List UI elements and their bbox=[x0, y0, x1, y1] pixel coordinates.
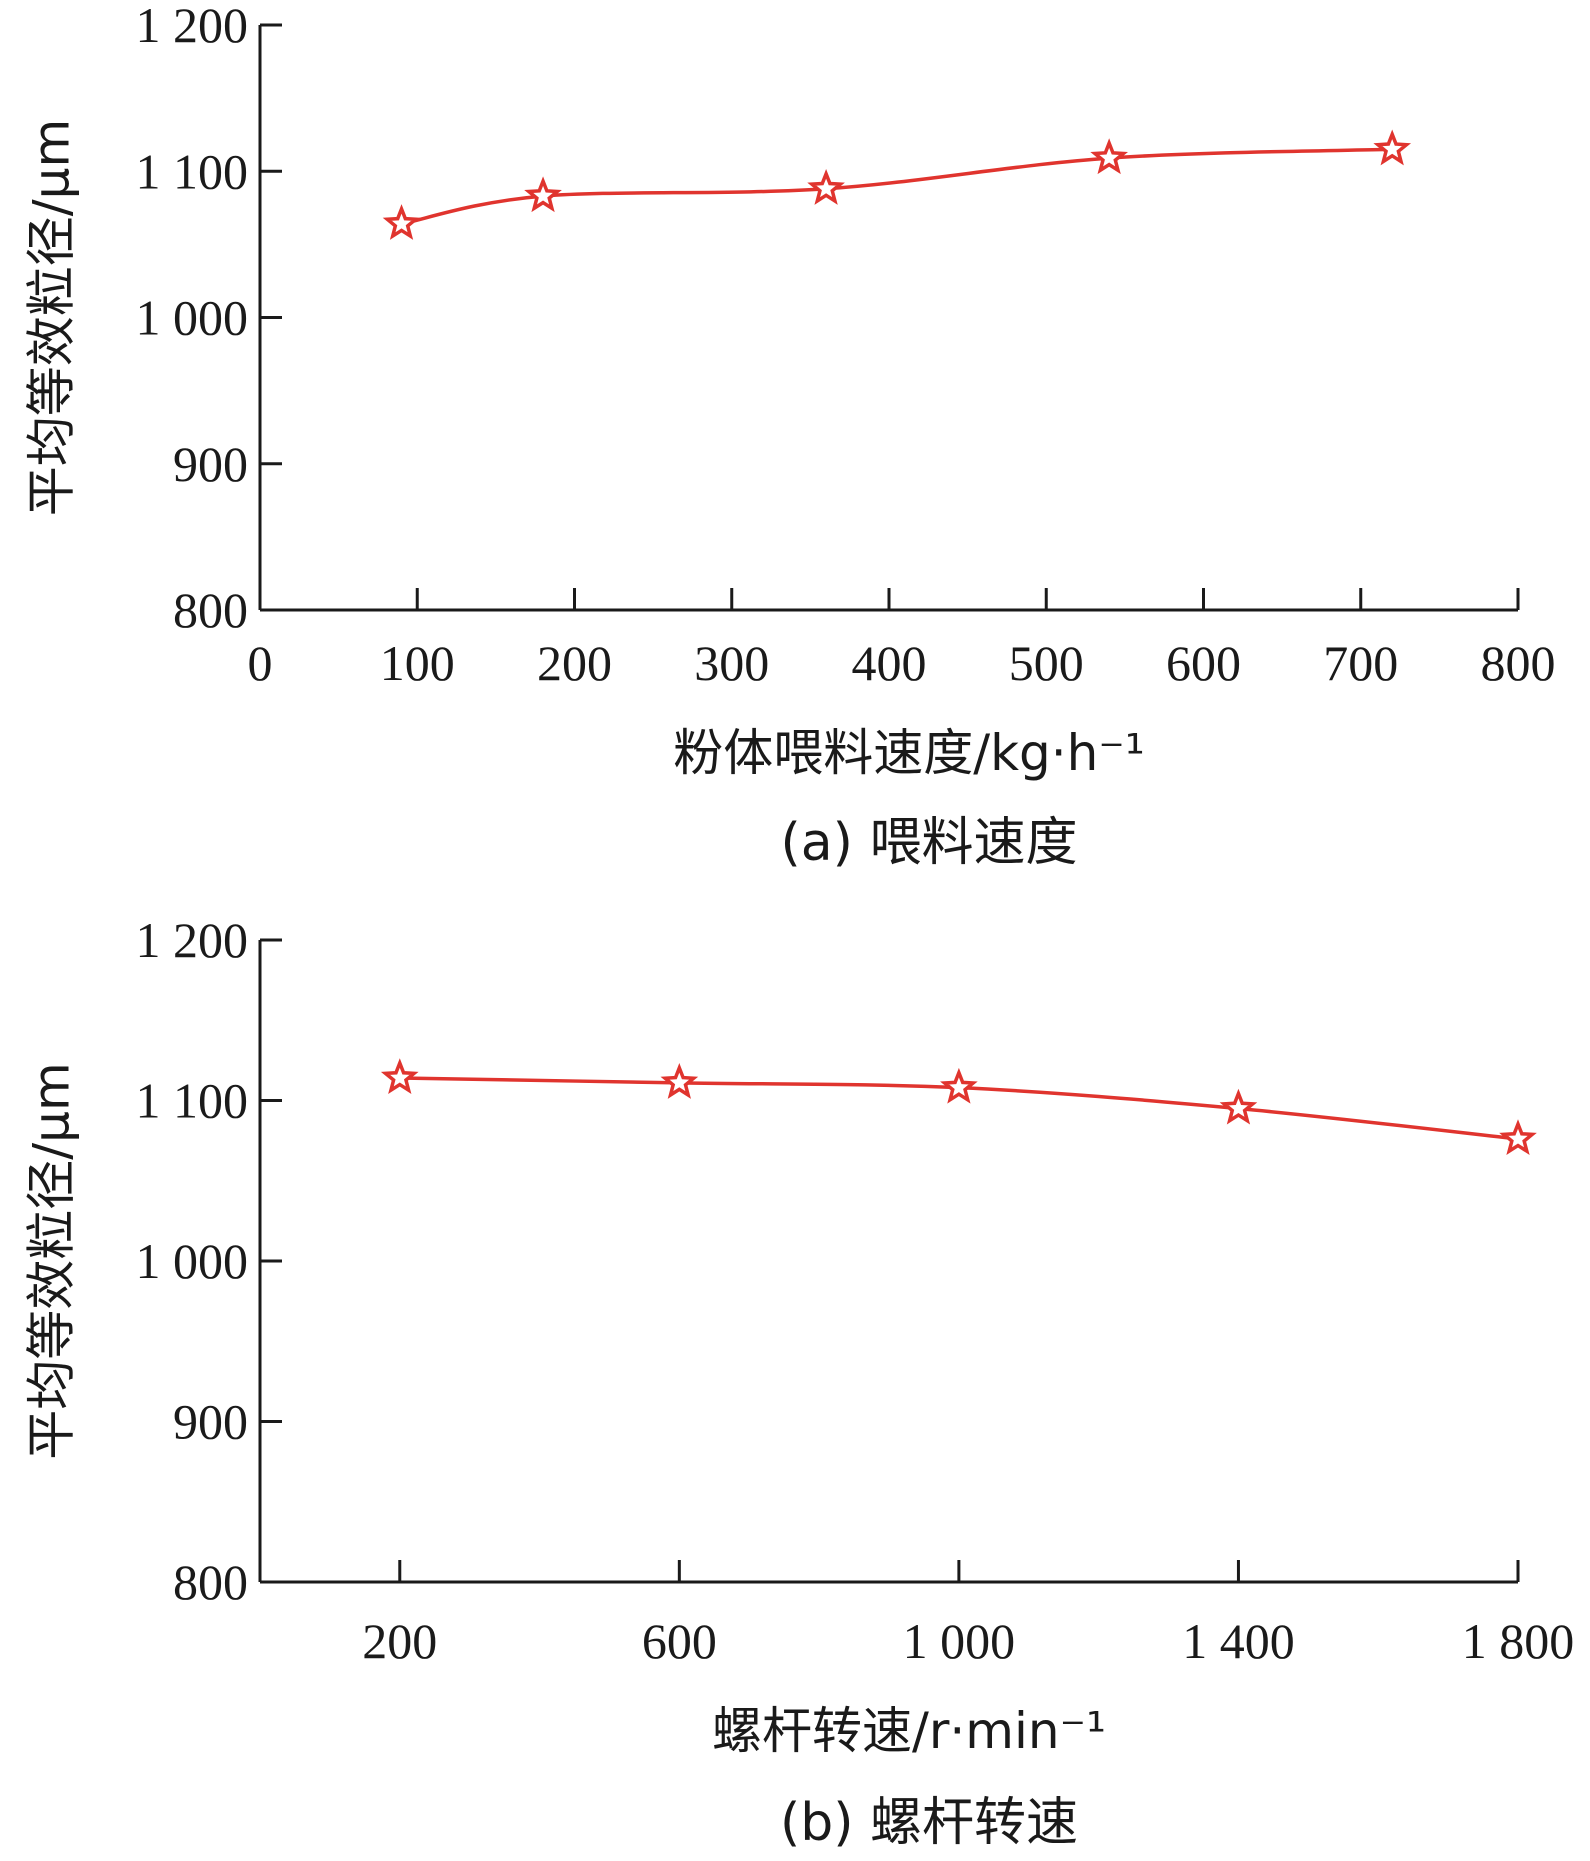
data-point-star bbox=[940, 1067, 978, 1104]
x-tick-label: 200 bbox=[537, 635, 612, 691]
panel-caption: (a) 喂料速度 bbox=[781, 813, 1078, 873]
data-point-star bbox=[380, 1058, 419, 1095]
x-tick-label: 1 000 bbox=[903, 1613, 1016, 1669]
x-axis-title: 粉体喂料速度/kg·h⁻¹ bbox=[673, 724, 1145, 782]
chart-panel-a: 800 900 1 000 1 100 1 200 0 100 200 300 400 500 600… bbox=[23, 0, 1556, 873]
data-point-star bbox=[660, 1063, 699, 1099]
x-tick-label: 0 bbox=[248, 635, 273, 691]
series-line bbox=[401, 147, 1393, 226]
x-tick-label: 400 bbox=[852, 635, 927, 691]
data-point-star bbox=[1499, 1119, 1537, 1156]
x-tick-label: 600 bbox=[1166, 635, 1241, 691]
data-point-star bbox=[524, 176, 562, 213]
y-tick-label: 800 bbox=[173, 1554, 248, 1610]
y-tick-label: 900 bbox=[173, 1394, 248, 1450]
panel-caption: (b) 螺杆转速 bbox=[780, 1793, 1078, 1853]
x-tick-label: 600 bbox=[642, 1613, 717, 1669]
x-axis-title: 螺杆转速/r·min⁻¹ bbox=[712, 1702, 1106, 1760]
y-tick-label: 1 000 bbox=[136, 1233, 249, 1289]
data-point-star bbox=[807, 169, 845, 205]
y-tick-label: 1 000 bbox=[136, 290, 249, 346]
x-tick-label: 200 bbox=[362, 1613, 437, 1669]
y-tick-label: 1 100 bbox=[136, 143, 249, 199]
x-tick-label: 500 bbox=[1009, 635, 1084, 691]
data-point-star bbox=[1373, 129, 1412, 166]
data-point-star bbox=[382, 204, 421, 240]
y-axis-title: 平均等效粒径/μm bbox=[23, 119, 81, 516]
y-tick-label: 1 100 bbox=[136, 1073, 249, 1129]
y-tick-label: 800 bbox=[173, 582, 248, 638]
y-tick-label: 1 200 bbox=[136, 0, 249, 53]
x-tick-label: 300 bbox=[694, 635, 769, 691]
x-tick-label: 100 bbox=[380, 635, 455, 691]
y-tick-label: 1 200 bbox=[136, 912, 249, 968]
data-point-star bbox=[1219, 1088, 1258, 1125]
y-axis-title: 平均等效粒径/μm bbox=[23, 1062, 81, 1459]
y-tick-label: 900 bbox=[173, 436, 248, 492]
x-tick-label: 1 800 bbox=[1462, 1613, 1575, 1669]
chart-panel-b: 800 900 1 000 1 100 1 200 200 600 1 000 1 400 1 8… bbox=[23, 912, 1575, 1853]
data-point-star bbox=[1090, 138, 1128, 175]
x-tick-label: 700 bbox=[1323, 635, 1398, 691]
x-tick-label: 800 bbox=[1481, 635, 1556, 691]
x-tick-label: 1 400 bbox=[1182, 1613, 1295, 1669]
